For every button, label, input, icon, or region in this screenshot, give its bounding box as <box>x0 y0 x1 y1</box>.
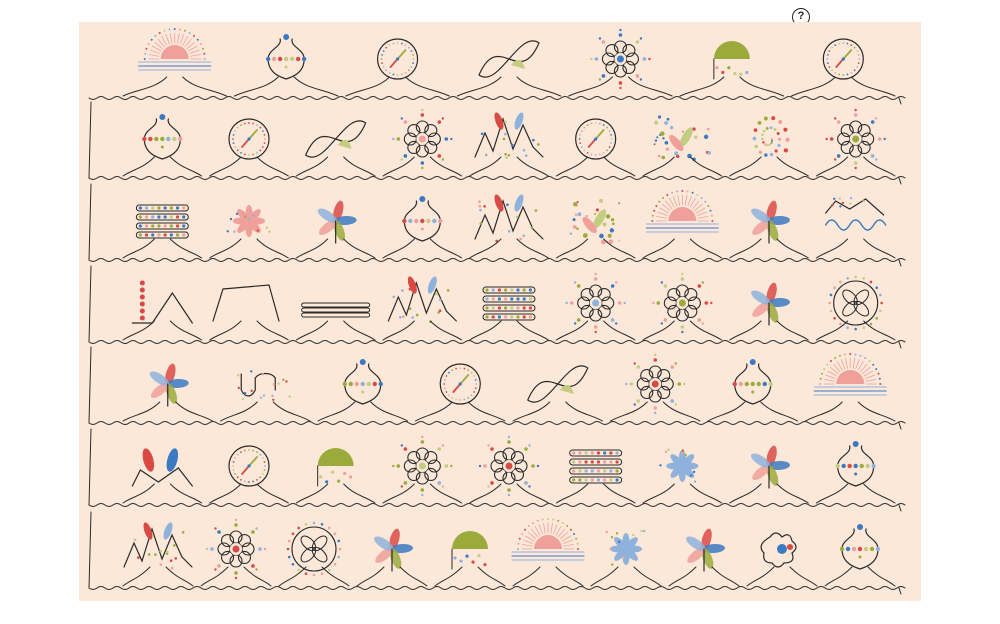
petals-glyph <box>122 448 203 504</box>
clock-glyph <box>415 363 506 422</box>
flower-glyph <box>200 518 272 587</box>
loop-glyph <box>456 40 562 97</box>
loop-glyph <box>512 365 603 422</box>
row-7 <box>88 511 906 595</box>
fan-glyph <box>434 531 506 587</box>
peaks-glyph <box>469 194 549 259</box>
peaks-glyph <box>122 522 194 587</box>
bars-glyph <box>555 449 636 504</box>
vase-glyph <box>233 34 339 97</box>
row-3 <box>88 183 906 267</box>
flower-glyph <box>642 272 723 341</box>
vase-glyph <box>317 359 408 422</box>
sunrise-glyph <box>511 518 585 587</box>
clock-glyph <box>209 445 289 504</box>
pinwheel-glyph <box>668 528 740 587</box>
row-6 <box>88 428 906 512</box>
spiral-glyph <box>729 116 809 177</box>
fan-glyph <box>295 448 376 504</box>
peaks-glyph <box>382 276 463 341</box>
peaks-glyph <box>469 112 549 177</box>
flower-glyph <box>555 272 636 341</box>
scatter-glyph <box>642 115 723 177</box>
flower-glyph <box>382 435 463 504</box>
clock-glyph <box>209 118 289 177</box>
petal-flower-glyph <box>642 448 723 504</box>
bars-glyph <box>469 286 549 341</box>
pinwheel-glyph <box>122 363 213 422</box>
flower-glyph <box>610 353 701 422</box>
fan-glyph <box>679 41 785 97</box>
flower-glyph <box>568 28 673 97</box>
clover-glyph <box>815 275 896 341</box>
wave-cup-glyph <box>220 370 311 422</box>
petal-flower-glyph <box>590 529 662 587</box>
vase-glyph <box>707 359 798 422</box>
continuous-line-drawing <box>88 28 906 595</box>
clock-glyph <box>791 38 896 97</box>
sunrise-glyph <box>122 28 227 97</box>
flower-glyph <box>469 435 549 504</box>
plateau-glyph <box>209 284 289 341</box>
vase-glyph <box>815 441 896 504</box>
blob-glyph <box>746 532 818 587</box>
flower-glyph <box>815 108 896 177</box>
flower-glyph <box>382 108 463 177</box>
clock-glyph <box>555 118 636 177</box>
loop-glyph <box>295 120 376 177</box>
scatter-glyph <box>555 198 636 259</box>
generative-art-canvas <box>79 22 921 601</box>
row-4 <box>88 265 906 349</box>
clover-glyph <box>278 521 350 587</box>
clock-glyph <box>345 38 450 97</box>
petal-flower-glyph <box>209 205 289 259</box>
vase-glyph <box>824 524 896 587</box>
pinwheel-glyph <box>729 282 809 341</box>
sunrise-glyph <box>805 353 896 422</box>
pinwheel-glyph <box>356 528 428 587</box>
waves-glyph <box>815 196 896 259</box>
row-2 <box>88 101 906 185</box>
dots-glyph <box>122 280 203 341</box>
capsule-glyph <box>295 302 376 341</box>
vase-glyph <box>122 114 203 177</box>
row-1 <box>88 28 906 105</box>
pinwheel-glyph <box>729 445 809 504</box>
sunrise-glyph <box>642 190 723 259</box>
pinwheel-glyph <box>729 200 809 259</box>
row-5 <box>88 346 906 430</box>
bars-glyph <box>122 204 203 259</box>
pinwheel-glyph <box>295 200 376 259</box>
vase-glyph <box>382 196 463 259</box>
